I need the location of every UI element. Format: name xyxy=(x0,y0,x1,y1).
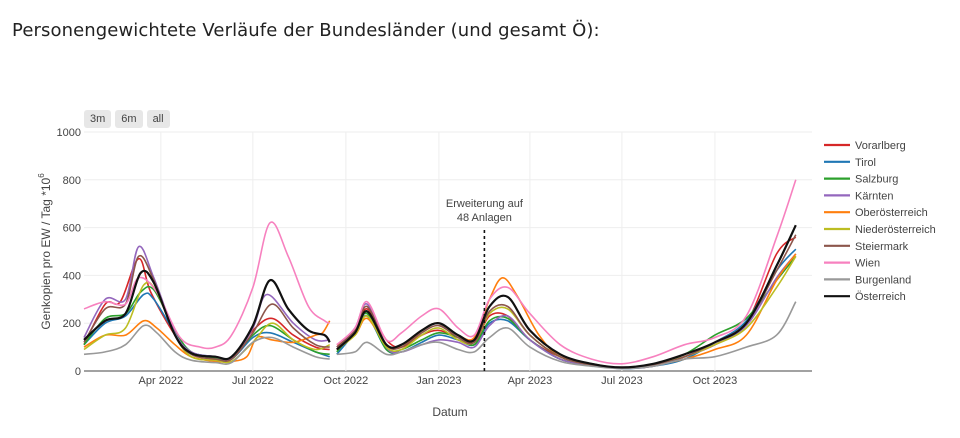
legend-label: Niederösterreich xyxy=(855,224,936,236)
legend-item[interactable]: Österreich xyxy=(824,291,906,303)
x-tick-label: Jul 2023 xyxy=(601,375,643,387)
legend-item[interactable]: Vorarlberg xyxy=(824,140,906,152)
series-line xyxy=(83,257,330,361)
x-tick-label: Apr 2023 xyxy=(508,375,553,387)
series-line xyxy=(83,281,331,364)
y-tick-label: 400 xyxy=(63,270,81,282)
annotation-text-line1: Erweiterung auf xyxy=(446,198,524,210)
legend-item[interactable]: Oberösterreich xyxy=(824,207,928,219)
y-axis-title-superscript: 6 xyxy=(37,173,46,178)
legend-label: Österreich xyxy=(855,291,906,303)
annotation: Erweiterung auf 48 Anlagen xyxy=(446,198,524,371)
y-axis-title-main: Genkopien pro EW / Tag *10 xyxy=(39,177,53,329)
legend-label: Wien xyxy=(855,258,880,270)
legend-label: Burgenland xyxy=(855,274,911,286)
range-button-6m[interactable]: 6m xyxy=(115,110,143,128)
x-tick-label: Jul 2022 xyxy=(232,375,274,387)
series-line xyxy=(336,301,797,370)
legend-label: Kärnten xyxy=(855,190,894,202)
legend-item[interactable]: Kärnten xyxy=(824,190,894,202)
legend-label: Tirol xyxy=(855,157,876,169)
y-tick-label: 200 xyxy=(63,318,81,330)
legend-label: Oberösterreich xyxy=(855,207,928,219)
range-selector: 3m 6m all xyxy=(84,110,170,128)
legend-label: Steiermark xyxy=(855,241,909,253)
grid-lines xyxy=(84,131,812,372)
series-lines xyxy=(83,179,797,370)
series-line xyxy=(83,324,330,365)
legend-item[interactable]: Wien xyxy=(824,258,880,270)
series-line xyxy=(336,255,797,369)
x-axis-ticks: Apr 2022 Jul 2022 Oct 2022 Jan 2023 Apr 2023… xyxy=(139,375,738,387)
series-line xyxy=(83,269,331,361)
series-line xyxy=(83,221,331,350)
legend-label: Salzburg xyxy=(855,174,898,186)
legend-item[interactable]: Tirol xyxy=(824,157,876,169)
y-axis-title: Genkopien pro EW / Tag *106 xyxy=(37,173,53,330)
legend-item[interactable]: Niederösterreich xyxy=(824,224,936,236)
y-axis-ticks: 0 200 400 600 800 1000 xyxy=(57,127,81,378)
legend-item[interactable]: Burgenland xyxy=(824,274,911,286)
x-tick-label: Jan 2023 xyxy=(416,375,461,387)
page-title: Personengewichtete Verläufe der Bundeslä… xyxy=(12,20,600,41)
series-line xyxy=(83,254,330,362)
legend: Vorarlberg Tirol Salzburg Kärnten Oberösterr… xyxy=(824,140,936,303)
x-tick-label: Oct 2022 xyxy=(324,375,369,387)
legend-item[interactable]: Steiermark xyxy=(824,241,909,253)
y-tick-label: 800 xyxy=(63,175,81,187)
legend-label: Vorarlberg xyxy=(855,140,906,152)
y-tick-label: 1000 xyxy=(57,127,81,139)
y-tick-label: 600 xyxy=(63,223,81,235)
range-button-3m[interactable]: 3m xyxy=(84,110,112,128)
x-tick-label: Oct 2023 xyxy=(693,375,738,387)
series-line xyxy=(336,179,797,365)
x-axis-title: Datum xyxy=(432,405,467,419)
range-button-all[interactable]: all xyxy=(146,110,170,128)
annotation-text-line2: 48 Anlagen xyxy=(457,212,512,224)
legend-item[interactable]: Salzburg xyxy=(824,174,898,186)
y-tick-label: 0 xyxy=(75,366,81,378)
series-line xyxy=(336,224,797,369)
x-tick-label: Apr 2022 xyxy=(139,375,184,387)
